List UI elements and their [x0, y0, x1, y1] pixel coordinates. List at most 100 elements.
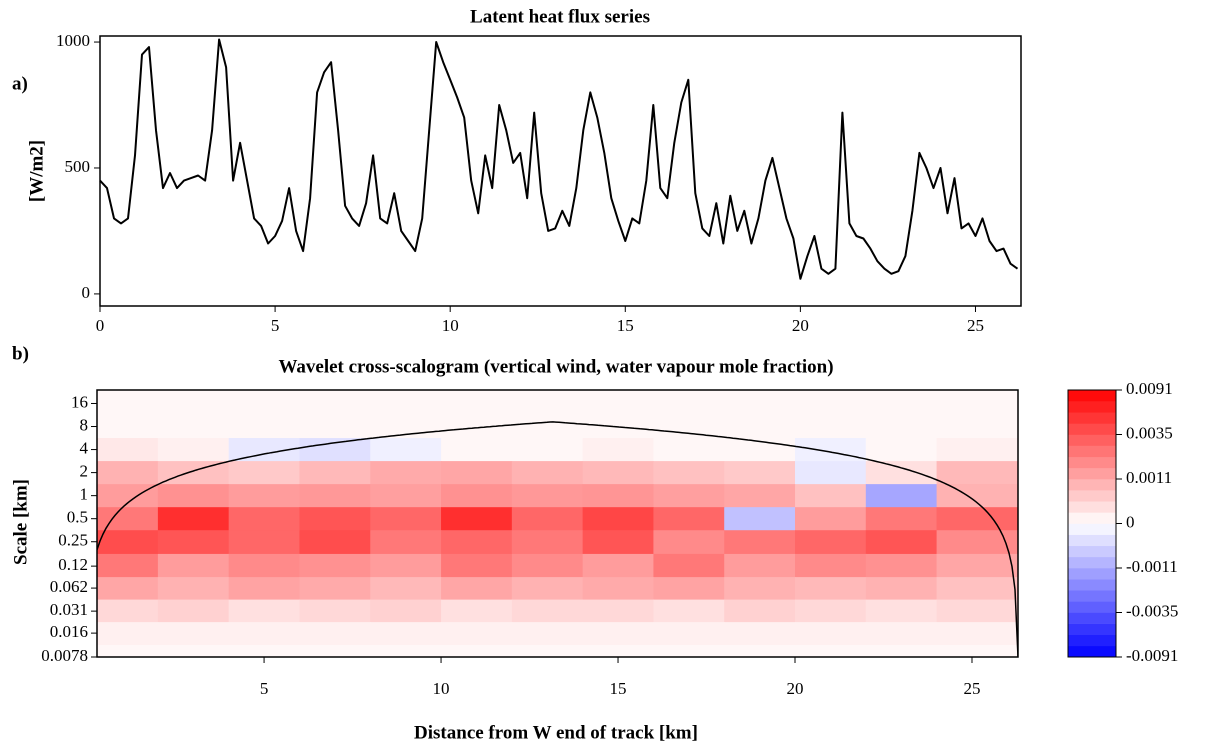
- scalogram-cell: [299, 530, 371, 555]
- x-tick-label: 25: [967, 316, 984, 335]
- colorbar-tick-label: 0.0011: [1126, 468, 1172, 487]
- scalogram-cell: [370, 553, 442, 578]
- scalogram-cell: [441, 577, 513, 601]
- scalogram-cell: [582, 577, 654, 601]
- scalogram-cell: [299, 599, 371, 623]
- scalogram-cell: [441, 507, 513, 531]
- scalogram-cell: [795, 461, 867, 485]
- y-tick-label: 8: [80, 415, 89, 434]
- colorbar-band: [1068, 556, 1116, 569]
- scalogram-cell: [157, 507, 230, 531]
- y-tick-label: 1: [80, 485, 89, 504]
- colorbar-band: [1068, 434, 1116, 446]
- scalogram-cell: [865, 577, 938, 601]
- x-tick-label: 10: [433, 679, 450, 698]
- y-tick-label: 1000: [56, 31, 90, 50]
- scalogram-cell: [795, 438, 867, 462]
- colorbar-band: [1068, 423, 1116, 435]
- scalogram-cell: [370, 577, 442, 601]
- colorbar-band: [1068, 467, 1116, 480]
- flux-line: [99, 38, 1019, 280]
- scalogram-cell: [97, 553, 159, 578]
- scalogram-cell: [299, 438, 371, 462]
- colorbar-band: [1068, 612, 1116, 624]
- colorbar-band: [1068, 523, 1116, 535]
- y-tick-label: 16: [71, 392, 88, 411]
- scalogram-cell: [936, 438, 1018, 462]
- scalogram-cell: [795, 622, 867, 646]
- scalogram-cell: [441, 415, 513, 439]
- scalogram-cell: [157, 599, 230, 623]
- scalogram-cell: [441, 530, 513, 555]
- y-tick-label: 0.5: [67, 508, 88, 527]
- scalogram-cell: [653, 622, 725, 646]
- colorbar-band: [1068, 534, 1116, 547]
- y-tick-label: 0.062: [50, 577, 88, 596]
- colorbar-band: [1068, 579, 1116, 591]
- scalogram-cell: [228, 484, 300, 508]
- scalogram-cell: [441, 645, 513, 657]
- scalogram-cell: [228, 438, 300, 462]
- scalogram-cell: [299, 461, 371, 485]
- scalogram-cell: [653, 530, 725, 555]
- scalogram-cell: [724, 645, 796, 657]
- colorbar-band: [1068, 456, 1116, 469]
- x-tick-label: 25: [963, 679, 980, 698]
- scalogram-cell: [865, 622, 938, 646]
- x-tick-label: 10: [442, 316, 459, 335]
- scalogram-cell: [582, 553, 654, 578]
- colorbar-band: [1068, 512, 1116, 524]
- scalogram-cell: [370, 484, 442, 508]
- scalogram-cell: [865, 599, 938, 623]
- scalogram-cell: [511, 553, 584, 578]
- scalogram-cell: [582, 507, 654, 531]
- scalogram-cell: [582, 622, 654, 646]
- colorbar-tick-label: -0.0011: [1126, 557, 1178, 576]
- scalogram-cell: [370, 645, 442, 657]
- cone-boundary: [97, 421, 1018, 657]
- scalogram-cell: [441, 390, 513, 416]
- y-tick-label: 0.031: [50, 600, 88, 619]
- scalogram-cell: [865, 645, 938, 657]
- scalogram-cell: [299, 390, 371, 416]
- scalogram-cell: [370, 438, 442, 462]
- scalogram-cell: [865, 530, 938, 555]
- plot-frame: [96, 389, 1019, 658]
- scalogram-cell: [441, 438, 513, 462]
- scalogram-cell: [228, 415, 300, 439]
- scalogram-cell: [511, 507, 584, 531]
- scalogram-cell: [441, 484, 513, 508]
- scalogram-cell: [865, 484, 938, 508]
- scalogram-cell: [97, 599, 159, 623]
- y-tick-label: 500: [65, 157, 91, 176]
- scalogram-cell: [97, 507, 159, 531]
- scalogram-cell: [865, 553, 938, 578]
- scalogram-cell: [370, 599, 442, 623]
- plot-frame: [99, 35, 1022, 307]
- scalogram-cell: [511, 415, 584, 439]
- scalogram-cell: [228, 553, 300, 578]
- scalogram-cell: [97, 390, 159, 416]
- scalogram-cell: [795, 645, 867, 657]
- x-tick-label: 15: [617, 316, 634, 335]
- panel-b-title: Wavelet cross-scalogram (vertical wind, …: [278, 356, 833, 377]
- scalogram-cell: [97, 645, 159, 657]
- x-tick-label: 15: [610, 679, 627, 698]
- scalogram-cell: [228, 461, 300, 485]
- panel-a-title: Latent heat flux series: [470, 6, 650, 27]
- scalogram-cell: [157, 577, 230, 601]
- scalogram-cell: [97, 530, 159, 555]
- scalogram-cell: [441, 553, 513, 578]
- colorbar-tick-label: -0.0035: [1126, 601, 1178, 620]
- scalogram-cell: [370, 507, 442, 531]
- scalogram-cell: [441, 599, 513, 623]
- scalogram-cell: [724, 577, 796, 601]
- scalogram-cell: [936, 599, 1018, 623]
- scalogram-cell: [582, 645, 654, 657]
- scalogram-cell: [511, 461, 584, 485]
- scalogram-cell: [653, 390, 725, 416]
- scalogram-cell: [228, 622, 300, 646]
- panel-a-label: a): [12, 73, 28, 94]
- scalogram-cell: [157, 390, 230, 416]
